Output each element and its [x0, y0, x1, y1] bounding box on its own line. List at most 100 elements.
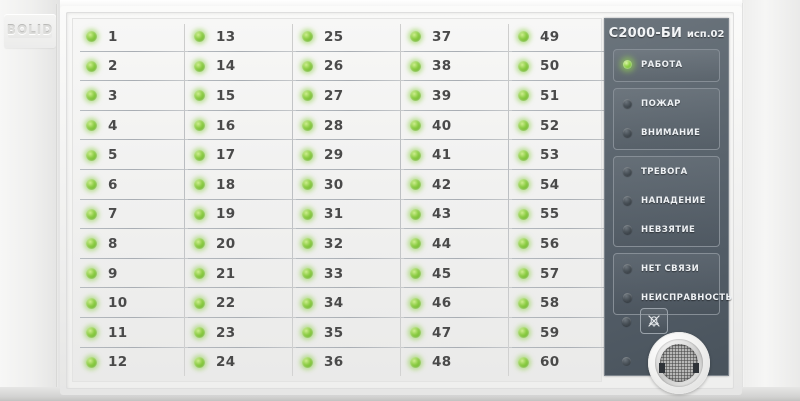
- zone-separator: [296, 316, 404, 318]
- zone-number-label: 38: [432, 58, 452, 75]
- zone-cell: 21: [184, 259, 296, 289]
- zone-led-icon: [410, 149, 421, 161]
- zone-separator: [404, 168, 512, 170]
- zone-separator: [512, 80, 620, 82]
- status-indicator-label: ПОЖАР: [641, 98, 681, 109]
- zone-cell: 57: [508, 259, 620, 289]
- zone-number-label: 16: [216, 117, 236, 134]
- zone-cell: 25: [292, 22, 404, 52]
- zone-led-icon: [194, 327, 205, 339]
- zone-number-label: 45: [432, 265, 452, 282]
- speaker-ring: [655, 339, 703, 387]
- zone-cell: 43: [400, 200, 512, 230]
- zone-led-icon: [302, 31, 313, 43]
- zone-led-icon: [86, 31, 97, 43]
- model-name: С2000-БИ: [608, 26, 683, 41]
- model-variant: исп.02: [686, 29, 725, 40]
- zone-cell: 24: [184, 348, 292, 378]
- zone-cell: 12: [76, 348, 184, 378]
- zone-cell: 47: [400, 318, 512, 348]
- zone-cell: 5: [76, 140, 188, 170]
- status-group: РАБОТА: [613, 49, 720, 82]
- zone-cell: 13: [184, 22, 296, 52]
- zone-number-label: 52: [540, 117, 560, 134]
- zone-number-label: 41: [432, 147, 452, 164]
- zone-led-icon: [302, 356, 313, 368]
- speaker-tab-right: [693, 363, 699, 373]
- zone-number-label: 15: [216, 87, 236, 104]
- zone-number-label: 48: [432, 354, 452, 371]
- zone-cell: 39: [400, 81, 512, 111]
- zone-separator: [188, 168, 296, 170]
- zone-separator: [296, 228, 404, 230]
- zone-number-label: 11: [108, 324, 128, 341]
- zone-separator: [188, 257, 296, 259]
- zone-led-icon: [302, 268, 313, 280]
- zone-led-icon: [194, 60, 205, 72]
- zone-cell: 37: [400, 22, 512, 52]
- zone-number-label: 53: [540, 147, 560, 164]
- zone-cell: 53: [508, 140, 620, 170]
- zone-number-label: 18: [216, 176, 236, 193]
- zone-number-label: 5: [108, 147, 118, 164]
- case-right-edge: [742, 3, 744, 398]
- zone-led-icon: [518, 90, 529, 102]
- zone-separator: [296, 287, 404, 289]
- zone-number-label: 54: [540, 176, 560, 193]
- status-indicator-row: НЕВЗЯТИЕ: [614, 215, 719, 244]
- zone-number-label: 58: [540, 295, 560, 312]
- zone-led-icon: [410, 327, 421, 339]
- zone-led-icon: [194, 149, 205, 161]
- status-led-icon: [623, 128, 632, 137]
- zone-led-icon: [410, 90, 421, 102]
- zone-separator: [188, 80, 296, 82]
- status-led-icon: [623, 60, 632, 69]
- zone-separator: [188, 316, 296, 318]
- zone-led-icon: [302, 90, 313, 102]
- zone-cell: 31: [292, 200, 404, 230]
- zone-separator: [296, 80, 404, 82]
- zone-number-label: 2: [108, 58, 118, 75]
- zone-separator: [80, 346, 188, 348]
- zone-number-label: 60: [540, 354, 560, 371]
- zone-led-icon: [518, 208, 529, 220]
- zone-cell: 4: [76, 111, 188, 141]
- zone-led-icon: [86, 356, 97, 368]
- zone-cell: 50: [508, 52, 620, 82]
- zone-separator: [404, 139, 512, 141]
- zone-cell: 2: [76, 52, 188, 82]
- zone-number-label: 27: [324, 87, 344, 104]
- zone-separator: [188, 139, 296, 141]
- zone-led-icon: [518, 120, 529, 132]
- zone-separator: [296, 198, 404, 200]
- zone-number-label: 3: [108, 87, 118, 104]
- zone-cell: 55: [508, 200, 620, 230]
- zone-led-icon: [518, 238, 529, 250]
- status-indicator-row: НАПАДЕНИЕ: [614, 186, 719, 215]
- zone-cell: 28: [292, 111, 404, 141]
- zone-led-icon: [86, 238, 97, 250]
- zone-separator: [80, 80, 188, 82]
- zone-number-label: 6: [108, 176, 118, 193]
- status-indicator-label: ВНИМАНИЕ: [641, 127, 701, 138]
- zone-cell: 23: [184, 318, 296, 348]
- zone-separator: [296, 168, 404, 170]
- zone-led-icon: [518, 149, 529, 161]
- zone-column-1: 1 2 3 4 5 6 7 8 9 10 11 12: [76, 22, 188, 378]
- zone-led-icon: [410, 208, 421, 220]
- zone-separator: [188, 228, 296, 230]
- mute-status-led: [622, 316, 631, 326]
- zone-led-icon: [194, 179, 205, 191]
- speaker-status-led: [622, 357, 631, 366]
- status-led-icon: [623, 225, 632, 234]
- zone-cell: 15: [184, 81, 296, 111]
- zone-separator: [188, 346, 296, 348]
- zone-number-label: 40: [432, 117, 452, 134]
- zone-led-icon: [86, 90, 97, 102]
- zone-number-label: 21: [216, 265, 236, 282]
- speaker-tab-left: [659, 363, 665, 373]
- zone-led-icon: [518, 297, 529, 309]
- zone-led-icon: [194, 208, 205, 220]
- bell-muted-icon[interactable]: [640, 308, 668, 334]
